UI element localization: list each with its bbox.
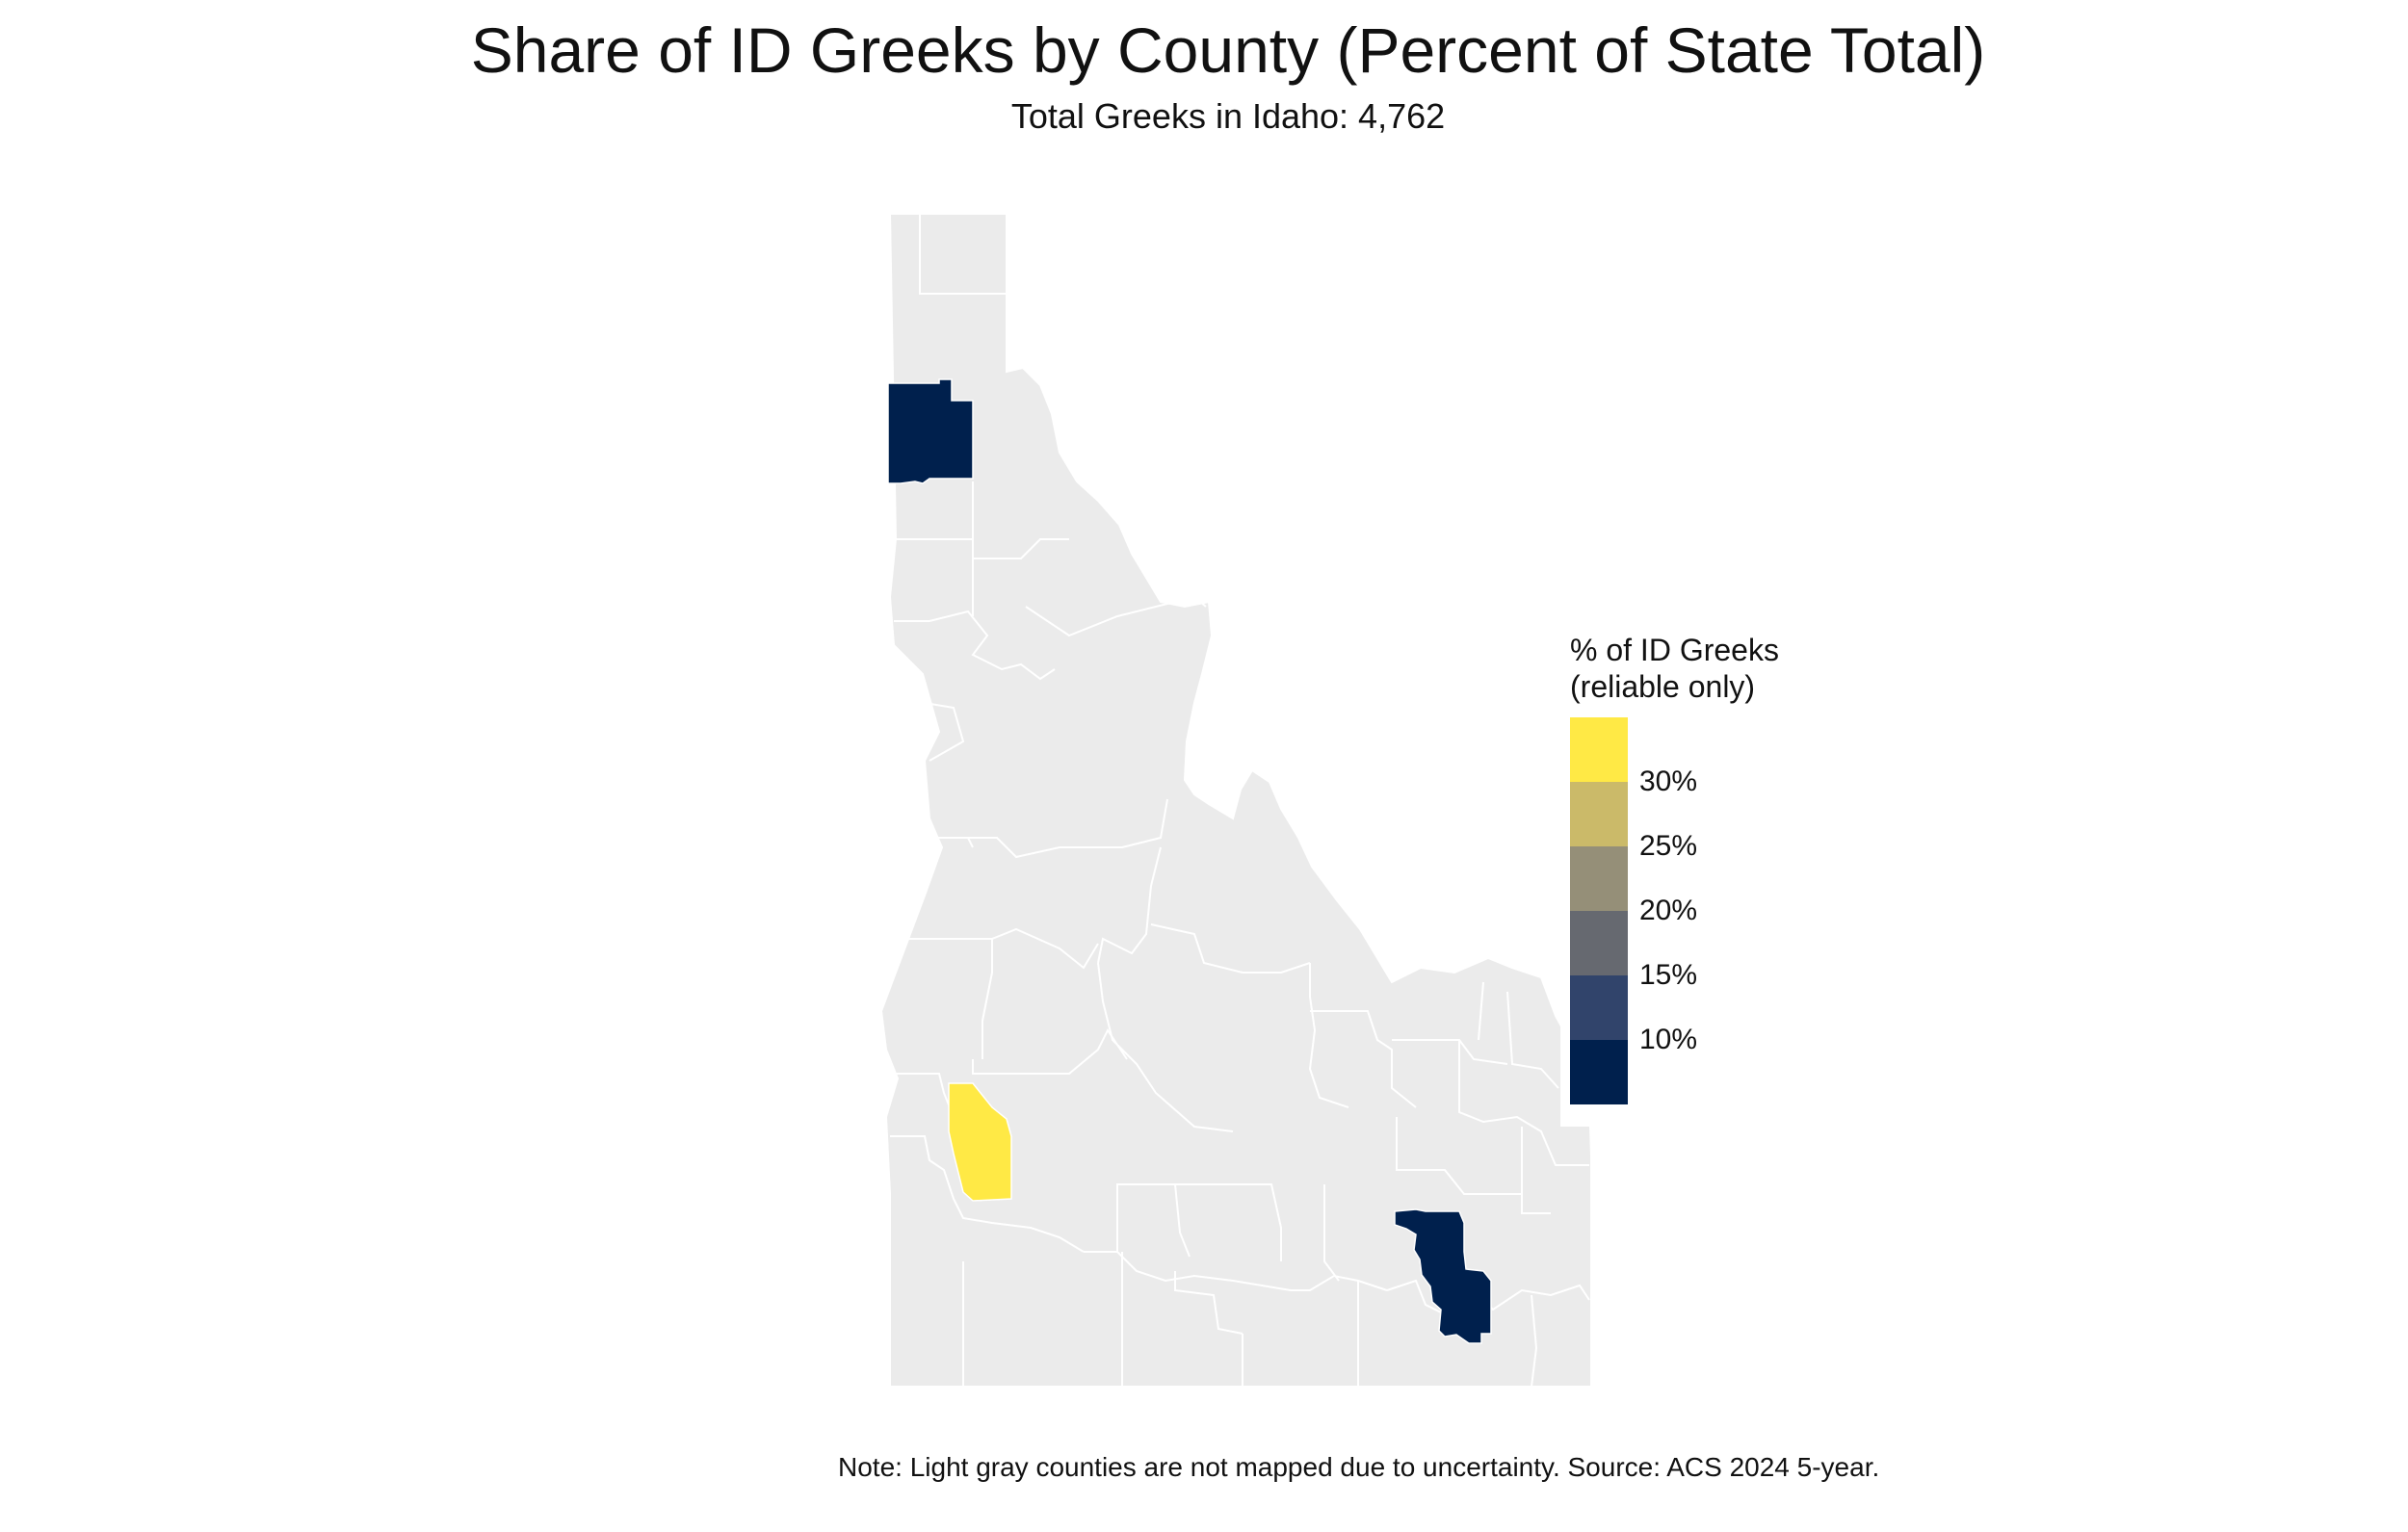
legend-swatch-5	[1570, 1040, 1628, 1104]
legend-swatch-4	[1570, 975, 1628, 1040]
legend-title-line2: (reliable only)	[1570, 669, 1756, 704]
map-title: Share of ID Greeks by County (Percent of…	[470, 14, 1986, 86]
legend-swatch-2	[1570, 846, 1628, 911]
source-caption: Note: Light gray counties are not mapped…	[838, 1452, 1880, 1482]
county-southeast	[1394, 1208, 1492, 1344]
county-southwest	[948, 1082, 1012, 1202]
legend-tick-25: 25%	[1639, 830, 1698, 862]
color-legend: % of ID Greeks (reliable only) 30% 25% 2…	[1560, 626, 1779, 1127]
legend-tick-30: 30%	[1639, 766, 1698, 797]
legend-title: % of ID Greeks (reliable only)	[1570, 632, 1779, 705]
county-north-panhandle	[887, 378, 974, 484]
legend-title-line1: % of ID Greeks	[1570, 633, 1779, 667]
legend-swatch-1	[1570, 782, 1628, 846]
legend-color-bar	[1570, 717, 1628, 1104]
map-subtitle: Total Greeks in Idaho: 4,762	[1010, 96, 1446, 136]
legend-tick-20: 20%	[1639, 895, 1698, 926]
legend-swatch-0	[1570, 717, 1628, 782]
legend-tick-15: 15%	[1639, 959, 1698, 991]
legend-tick-10: 10%	[1639, 1024, 1698, 1055]
idaho-state-shape	[879, 213, 1592, 1388]
county-borders	[890, 214, 1590, 1388]
legend-swatch-3	[1570, 911, 1628, 975]
